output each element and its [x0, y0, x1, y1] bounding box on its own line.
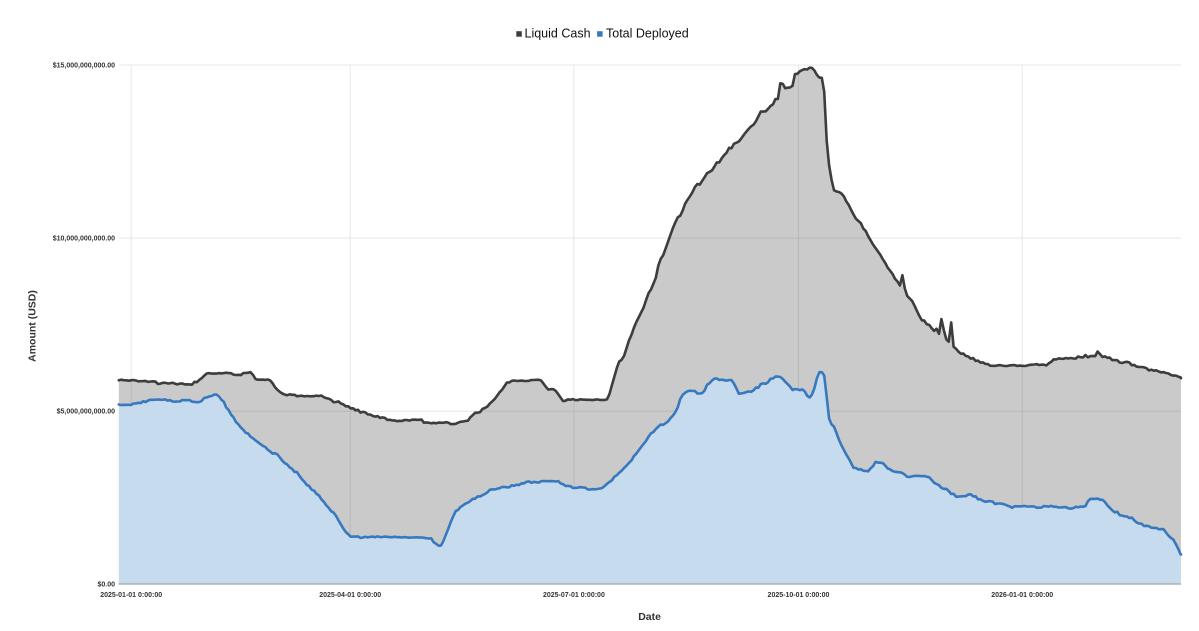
svg-text:Total Deployed: Total Deployed — [606, 26, 689, 40]
svg-text:Date: Date — [638, 611, 661, 623]
svg-text:2025-07-01 0:00:00: 2025-07-01 0:00:00 — [543, 592, 605, 599]
svg-text:$15,000,000,000.00: $15,000,000,000.00 — [53, 62, 115, 69]
svg-text:$0.00: $0.00 — [97, 581, 115, 588]
svg-text:Amount (USD): Amount (USD) — [27, 290, 39, 362]
svg-text:$5,000,000,000.00: $5,000,000,000.00 — [57, 409, 115, 416]
svg-text:2026-01-01 0:00:00: 2026-01-01 0:00:00 — [991, 592, 1053, 599]
svg-text:Liquid Cash: Liquid Cash — [525, 26, 591, 40]
svg-text:2025-10-01 0:00:00: 2025-10-01 0:00:00 — [768, 592, 830, 599]
svg-text:2025-01-01 0:00:00: 2025-01-01 0:00:00 — [100, 592, 162, 599]
svg-text:2025-04-01 0:00:00: 2025-04-01 0:00:00 — [319, 592, 381, 599]
svg-text:$10,000,000,000.00: $10,000,000,000.00 — [53, 236, 115, 243]
